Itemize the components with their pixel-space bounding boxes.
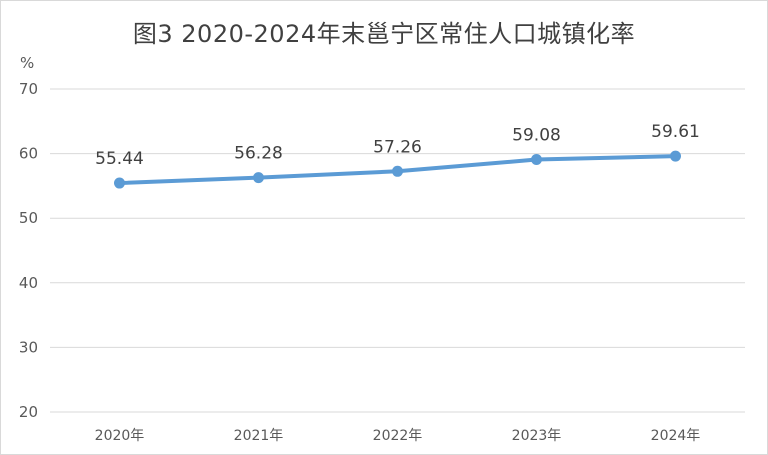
y-tick-label: 60: [19, 145, 38, 163]
data-point: [114, 177, 125, 189]
data-label: 55.44: [95, 149, 144, 169]
chart-title: 图3 2020-2024年末邕宁区常住人口城镇化率: [132, 20, 636, 48]
data-label: 59.61: [651, 122, 700, 142]
y-axis-ticks: 20 30 40 50 60 70: [19, 80, 38, 421]
y-unit-label: %: [20, 54, 34, 72]
data-label: 57.26: [373, 137, 422, 157]
data-label: 59.08: [512, 126, 561, 146]
x-tick-label: 2024年: [651, 428, 701, 444]
gridlines: [50, 88, 745, 413]
data-labels: 55.44 56.28 57.26 59.08 59.61: [95, 122, 700, 169]
y-tick-label: 20: [19, 403, 38, 421]
x-tick-label: 2022年: [373, 428, 423, 444]
x-tick-label: 2020年: [95, 428, 145, 444]
y-tick-label: 30: [19, 338, 38, 356]
data-points: [114, 150, 681, 189]
data-point: [392, 165, 403, 177]
data-point: [531, 154, 542, 166]
x-tick-label: 2021年: [234, 428, 284, 444]
x-tick-label: 2023年: [512, 428, 562, 444]
data-point: [253, 172, 264, 184]
data-label: 56.28: [234, 144, 283, 164]
y-tick-label: 50: [19, 209, 38, 227]
y-tick-label: 40: [19, 274, 38, 292]
x-axis-ticks: 2020年 2021年 2022年 2023年 2024年: [95, 428, 701, 444]
data-point: [670, 150, 681, 162]
y-tick-label: 70: [19, 80, 38, 98]
